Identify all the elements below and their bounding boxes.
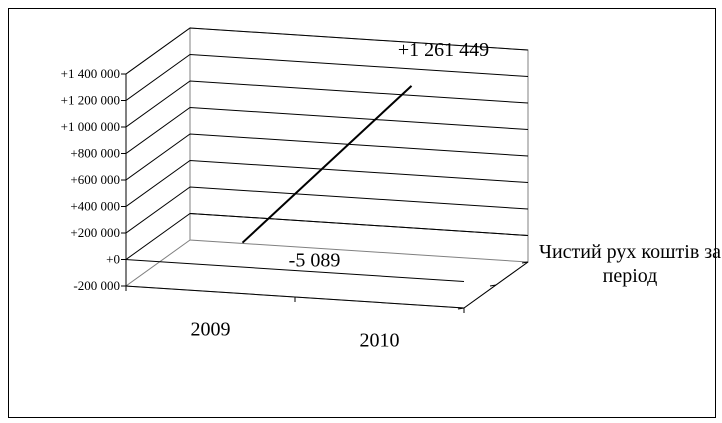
series-line: [241, 85, 413, 244]
x-tick-label: 2010: [360, 330, 400, 352]
data-label: -5 089: [289, 250, 341, 272]
gridline: [125, 80, 529, 128]
gridline: [125, 133, 529, 181]
x-tick-label: 2009: [191, 319, 231, 341]
y-axis-ticks: -200 000 +0 +200 000 +400 000 +600 000 +800 0…: [61, 66, 126, 293]
gridline: [125, 159, 529, 207]
y-tick-label: +1 000 000: [61, 119, 120, 134]
gridline: [125, 27, 529, 75]
y-tick-label: +600 000: [70, 172, 120, 187]
zero-front-line: [125, 259, 465, 282]
depth-tick-mark: [489, 284, 497, 287]
series-axis-label-line: період: [603, 265, 658, 287]
depth-tick-mark: [521, 261, 529, 264]
y-tick-label: +1 200 000: [61, 93, 120, 108]
y-tick-label: +1 400 000: [61, 66, 120, 81]
y-tick-label: +400 000: [70, 199, 120, 214]
plot-area: -5 089 +1 261 449: [241, 39, 489, 272]
y-tick-label: +800 000: [70, 146, 120, 161]
depth-tick-mark: [457, 307, 465, 310]
zero-back-line: [189, 213, 529, 236]
chart-gridlines: [125, 27, 529, 260]
y-tick-label: -200 000: [73, 278, 120, 293]
gridline: [125, 106, 529, 154]
gridline: [125, 186, 529, 234]
data-label: +1 261 449: [398, 39, 489, 61]
series-axis-label-line: Чистий рух коштів за: [539, 241, 721, 263]
x-axis-labels: 2009 2010: [191, 319, 400, 352]
gridline: [125, 53, 529, 101]
y-tick-label: +0: [106, 252, 120, 267]
y-tick-label: +200 000: [70, 225, 120, 240]
